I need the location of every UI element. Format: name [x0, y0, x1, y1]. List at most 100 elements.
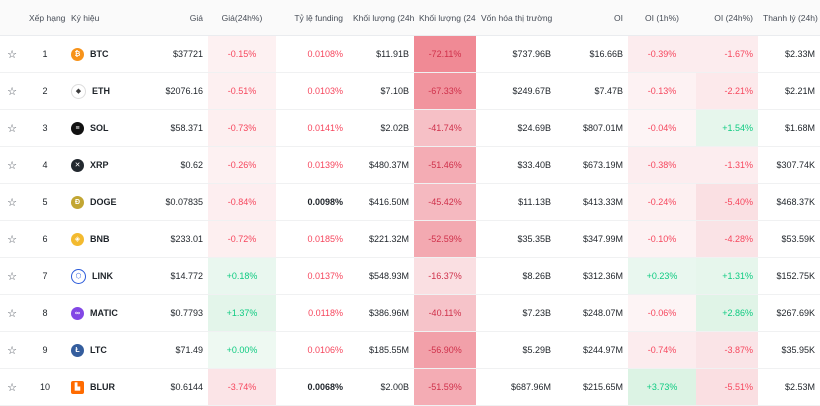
- symbol-cell[interactable]: ▙ BLUR: [66, 368, 136, 406]
- table-row[interactable]: ☆ 2 ◆ ETH $2076.16 -0.51% 0.0103% $7.10B -67.33%…: [0, 72, 820, 110]
- symbol-cell[interactable]: ✕ XRP: [66, 146, 136, 184]
- oi-1h-cell: -0.13%: [628, 72, 696, 110]
- funding-rate-header[interactable]: Tỷ lệ funding: [276, 0, 348, 36]
- symbol-cell[interactable]: ⬡ LINK: [66, 257, 136, 295]
- open-interest-cell: $244.97M: [556, 331, 628, 369]
- table-row[interactable]: ☆ 4 ✕ XRP $0.62 -0.26% 0.0139% $480.37M -51.46% $…: [0, 146, 820, 184]
- market-cap-cell: $8.26B: [476, 257, 556, 295]
- symbol-cell[interactable]: ◈ BNB: [66, 220, 136, 258]
- symbol-cell[interactable]: ∞ MATIC: [66, 294, 136, 332]
- volume-cell: $2.02B: [348, 109, 414, 147]
- symbol-cell[interactable]: ≡ SOL: [66, 109, 136, 147]
- star-icon[interactable]: ☆: [0, 146, 24, 184]
- liquidation-cell: $152.75K: [758, 257, 820, 295]
- price-change-cell: -3.74%: [208, 368, 276, 406]
- volume-cell: $2.00B: [348, 368, 414, 406]
- symbol-cell[interactable]: ₿ BTC: [66, 35, 136, 73]
- liquidation-cell: $2.21M: [758, 72, 820, 110]
- volume-header[interactable]: Khối lượng (24h): [348, 0, 414, 36]
- table-row[interactable]: ☆ 10 ▙ BLUR $0.6144 -3.74% 0.0068% $2.00B -51.59…: [0, 368, 820, 406]
- table-row[interactable]: ☆ 6 ◈ BNB $233.01 -0.72% 0.0185% $221.32M -52.59…: [0, 220, 820, 258]
- funding-rate-cell: 0.0139%: [276, 146, 348, 184]
- symbol-header[interactable]: Ký hiệu: [66, 0, 136, 36]
- star-icon[interactable]: ☆: [0, 294, 24, 332]
- volume-change-header[interactable]: Khối lượng (24h%): [414, 0, 476, 36]
- oi-24h-header[interactable]: OI (24h%): [696, 0, 758, 36]
- star-icon[interactable]: ☆: [0, 109, 24, 147]
- table-row[interactable]: ☆ 1 ₿ BTC $37721 -0.15% 0.0108% $11.91B -72.11% $…: [0, 35, 820, 73]
- solana-icon: ≡: [71, 121, 84, 135]
- open-interest-header[interactable]: OI: [556, 0, 628, 36]
- symbol-label: LTC: [90, 345, 107, 355]
- star-icon[interactable]: ☆: [0, 183, 24, 221]
- symbol-cell[interactable]: Ð DOGE: [66, 183, 136, 221]
- price-header[interactable]: Giá: [136, 0, 208, 36]
- price-change-cell: -0.84%: [208, 183, 276, 221]
- liquidation-cell: $2.53M: [758, 368, 820, 406]
- volume-change-cell: -40.11%: [414, 294, 476, 332]
- volume-change-cell: -52.59%: [414, 220, 476, 258]
- oi-1h-header[interactable]: OI (1h%): [628, 0, 696, 36]
- oi-1h-cell: -0.24%: [628, 183, 696, 221]
- oi-1h-cell: -0.38%: [628, 146, 696, 184]
- volume-cell: $11.91B: [348, 35, 414, 73]
- price-change-header[interactable]: Giá(24h%): [208, 0, 276, 36]
- symbol-label: XRP: [90, 160, 109, 170]
- funding-rate-cell: 0.0098%: [276, 183, 348, 221]
- watchlist-header: [0, 0, 24, 36]
- volume-cell: $221.32M: [348, 220, 414, 258]
- rank-cell: 6: [24, 220, 66, 258]
- funding-rate-cell: 0.0185%: [276, 220, 348, 258]
- star-icon[interactable]: ☆: [0, 72, 24, 110]
- volume-change-cell: -67.33%: [414, 72, 476, 110]
- table-row[interactable]: ☆ 7 ⬡ LINK $14.772 +0.18% 0.0137% $548.93M -16.3…: [0, 257, 820, 295]
- oi-24h-cell: -3.87%: [696, 331, 758, 369]
- open-interest-cell: $413.33M: [556, 183, 628, 221]
- price-cell: $233.01: [136, 220, 208, 258]
- price-change-cell: +0.18%: [208, 257, 276, 295]
- volume-cell: $548.93M: [348, 257, 414, 295]
- star-icon[interactable]: ☆: [0, 257, 24, 295]
- dogecoin-icon: Ð: [71, 195, 84, 209]
- volume-change-cell: -51.46%: [414, 146, 476, 184]
- star-icon[interactable]: ☆: [0, 220, 24, 258]
- volume-change-cell: -72.11%: [414, 35, 476, 73]
- rank-cell: 9: [24, 331, 66, 369]
- symbol-cell[interactable]: ◆ ETH: [66, 72, 136, 110]
- price-cell: $0.7793: [136, 294, 208, 332]
- oi-1h-cell: -0.04%: [628, 109, 696, 147]
- chainlink-icon: ⬡: [71, 268, 86, 284]
- liquidation-header[interactable]: Thanh lý (24h): [758, 0, 820, 36]
- bitcoin-icon: ₿: [71, 47, 84, 61]
- oi-1h-cell: -0.39%: [628, 35, 696, 73]
- oi-24h-cell: -4.28%: [696, 220, 758, 258]
- market-cap-cell: $11.13B: [476, 183, 556, 221]
- price-change-cell: -0.26%: [208, 146, 276, 184]
- ethereum-icon: ◆: [71, 83, 86, 99]
- volume-cell: $185.55M: [348, 331, 414, 369]
- market-cap-header[interactable]: Vốn hóa thị trường: [476, 0, 556, 36]
- table-row[interactable]: ☆ 3 ≡ SOL $58.371 -0.73% 0.0141% $2.02B -41.74% $…: [0, 109, 820, 147]
- star-icon[interactable]: ☆: [0, 368, 24, 406]
- oi-1h-cell: +3.73%: [628, 368, 696, 406]
- rank-cell: 7: [24, 257, 66, 295]
- price-change-cell: -0.51%: [208, 72, 276, 110]
- star-icon[interactable]: ☆: [0, 331, 24, 369]
- rank-header[interactable]: Xếp hạng: [24, 0, 66, 36]
- symbol-label: SOL: [90, 123, 109, 133]
- open-interest-cell: $807.01M: [556, 109, 628, 147]
- table-row[interactable]: ☆ 9 Ł LTC $71.49 +0.00% 0.0106% $185.55M -56.90%…: [0, 331, 820, 369]
- bnb-icon: ◈: [71, 232, 84, 246]
- open-interest-cell: $312.36M: [556, 257, 628, 295]
- star-icon[interactable]: ☆: [0, 35, 24, 73]
- open-interest-cell: $248.07M: [556, 294, 628, 332]
- oi-1h-cell: -0.10%: [628, 220, 696, 258]
- open-interest-cell: $673.19M: [556, 146, 628, 184]
- rank-cell: 3: [24, 109, 66, 147]
- symbol-label: MATIC: [90, 308, 118, 318]
- symbol-cell[interactable]: Ł LTC: [66, 331, 136, 369]
- table-row[interactable]: ☆ 5 Ð DOGE $0.07835 -0.84% 0.0098% $416.50M -45.…: [0, 183, 820, 221]
- volume-change-cell: -51.59%: [414, 368, 476, 406]
- table-row[interactable]: ☆ 8 ∞ MATIC $0.7793 +1.37% 0.0118% $386.96M -40.…: [0, 294, 820, 332]
